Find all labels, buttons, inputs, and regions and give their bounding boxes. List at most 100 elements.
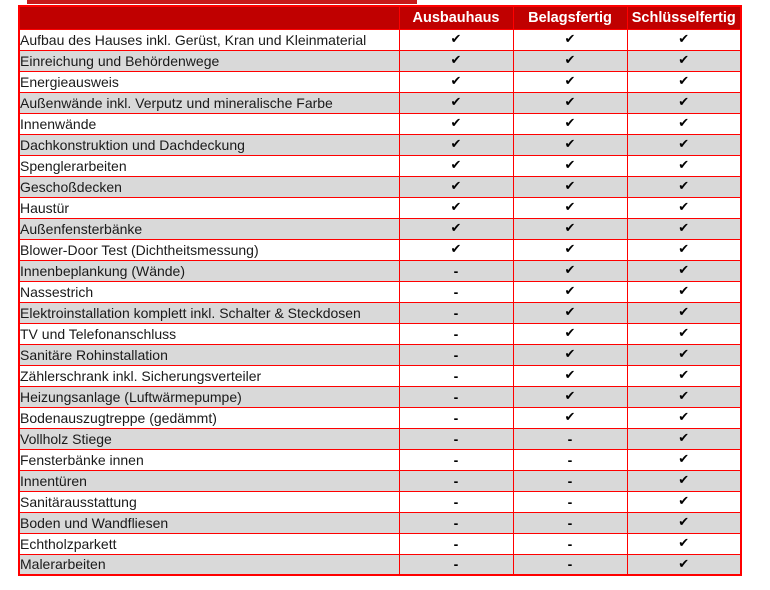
dash-mark: -: [398, 469, 514, 492]
feature-label: Innenwände: [18, 112, 400, 135]
check-icon: ✔: [398, 154, 514, 177]
column-header-belagsfertig: Belagsfertig: [512, 5, 628, 30]
dash-mark: -: [512, 511, 628, 534]
check-icon: ✔: [512, 259, 628, 282]
check-icon: ✔: [512, 238, 628, 261]
dash-mark: -: [398, 322, 514, 345]
check-icon: ✔: [626, 49, 742, 72]
feature-label: Sanitäre Rohinstallation: [18, 343, 400, 366]
table-row: Vollholz Stiege - - ✔: [18, 427, 742, 450]
feature-label: Außenfensterbänke: [18, 217, 400, 240]
feature-label: Heizungsanlage (Luftwärmepumpe): [18, 385, 400, 408]
feature-column-header: [18, 5, 400, 30]
table-row: Malerarbeiten - - ✔: [18, 553, 742, 576]
table-row: Boden und Wandfliesen - - ✔: [18, 511, 742, 534]
feature-label: Echtholzparkett: [18, 532, 400, 555]
check-icon: ✔: [512, 301, 628, 324]
column-header-ausbauhaus: Ausbauhaus: [398, 5, 514, 30]
check-icon: ✔: [512, 175, 628, 198]
check-icon: ✔: [398, 112, 514, 135]
table-row: TV und Telefonanschluss - ✔ ✔: [18, 322, 742, 345]
table-row: Einreichung und Behördenwege ✔ ✔ ✔: [18, 49, 742, 72]
check-icon: ✔: [512, 70, 628, 93]
check-icon: ✔: [398, 70, 514, 93]
table-row: Zählerschrank inkl. Sicherungsverteiler -…: [18, 364, 742, 387]
dash-mark: -: [512, 553, 628, 576]
feature-label: Bodenauszugtreppe (gedämmt): [18, 406, 400, 429]
dash-mark: -: [398, 427, 514, 450]
check-icon: ✔: [512, 49, 628, 72]
check-icon: ✔: [512, 322, 628, 345]
check-icon: ✔: [626, 469, 742, 492]
check-icon: ✔: [626, 280, 742, 303]
feature-label: Boden und Wandfliesen: [18, 511, 400, 534]
check-icon: ✔: [626, 532, 742, 555]
check-icon: ✔: [398, 238, 514, 261]
check-icon: ✔: [512, 154, 628, 177]
table-row: Außenwände inkl. Verputz und mineralisch…: [18, 91, 742, 114]
check-icon: ✔: [626, 112, 742, 135]
check-icon: ✔: [512, 133, 628, 156]
table-row: Innenwände ✔ ✔ ✔: [18, 112, 742, 135]
table-row: Innenbeplankung (Wände) - ✔ ✔: [18, 259, 742, 282]
check-icon: ✔: [626, 133, 742, 156]
table-row: Bodenauszugtreppe (gedämmt) - ✔ ✔: [18, 406, 742, 429]
feature-label: Außenwände inkl. Verputz und mineralisch…: [18, 91, 400, 114]
feature-label: TV und Telefonanschluss: [18, 322, 400, 345]
feature-label: Haustür: [18, 196, 400, 219]
check-icon: ✔: [512, 112, 628, 135]
check-icon: ✔: [626, 364, 742, 387]
table-row: Spenglerarbeiten ✔ ✔ ✔: [18, 154, 742, 177]
table-row: Blower-Door Test (Dichtheitsmessung) ✔ ✔ ✔: [18, 238, 742, 261]
check-icon: ✔: [398, 91, 514, 114]
table-row: Fensterbänke innen - - ✔: [18, 448, 742, 471]
check-icon: ✔: [398, 49, 514, 72]
cropped-red-artifact: [27, 0, 417, 4]
check-icon: ✔: [626, 217, 742, 240]
check-icon: ✔: [512, 196, 628, 219]
check-icon: ✔: [626, 70, 742, 93]
dash-mark: -: [398, 511, 514, 534]
check-icon: ✔: [512, 343, 628, 366]
check-icon: ✔: [626, 154, 742, 177]
dash-mark: -: [398, 280, 514, 303]
check-icon: ✔: [512, 280, 628, 303]
dash-mark: -: [398, 532, 514, 555]
feature-label: Blower-Door Test (Dichtheitsmessung): [18, 238, 400, 261]
check-icon: ✔: [626, 490, 742, 513]
table-row: Haustür ✔ ✔ ✔: [18, 196, 742, 219]
feature-label: Fensterbänke innen: [18, 448, 400, 471]
check-icon: ✔: [512, 385, 628, 408]
check-icon: ✔: [512, 28, 628, 51]
check-icon: ✔: [626, 322, 742, 345]
table-body: Aufbau des Hauses inkl. Gerüst, Kran und…: [18, 28, 742, 576]
check-icon: ✔: [626, 175, 742, 198]
dash-mark: -: [512, 469, 628, 492]
feature-label: Energieausweis: [18, 70, 400, 93]
feature-label: Vollholz Stiege: [18, 427, 400, 450]
check-icon: ✔: [398, 133, 514, 156]
table-row: Heizungsanlage (Luftwärmepumpe) - ✔ ✔: [18, 385, 742, 408]
dash-mark: -: [398, 343, 514, 366]
table-row: Geschoßdecken ✔ ✔ ✔: [18, 175, 742, 198]
feature-label: Einreichung und Behördenwege: [18, 49, 400, 72]
column-header-schlsselfertig: Schlüsselfertig: [626, 5, 742, 30]
table-row: Elektroinstallation komplett inkl. Schal…: [18, 301, 742, 324]
dash-mark: -: [398, 406, 514, 429]
table-row: Aufbau des Hauses inkl. Gerüst, Kran und…: [18, 28, 742, 51]
feature-label: Dachkonstruktion und Dachdeckung: [18, 133, 400, 156]
check-icon: ✔: [398, 196, 514, 219]
feature-label: Zählerschrank inkl. Sicherungsverteiler: [18, 364, 400, 387]
check-icon: ✔: [512, 364, 628, 387]
check-icon: ✔: [626, 406, 742, 429]
check-icon: ✔: [626, 385, 742, 408]
dash-mark: -: [512, 448, 628, 471]
table-row: Außenfensterbänke ✔ ✔ ✔: [18, 217, 742, 240]
table-row: Dachkonstruktion und Dachdeckung ✔ ✔ ✔: [18, 133, 742, 156]
check-icon: ✔: [626, 427, 742, 450]
table-row: Sanitäre Rohinstallation - ✔ ✔: [18, 343, 742, 366]
table-row: Nassestrich - ✔ ✔: [18, 280, 742, 303]
feature-label: Innentüren: [18, 469, 400, 492]
check-icon: ✔: [512, 406, 628, 429]
